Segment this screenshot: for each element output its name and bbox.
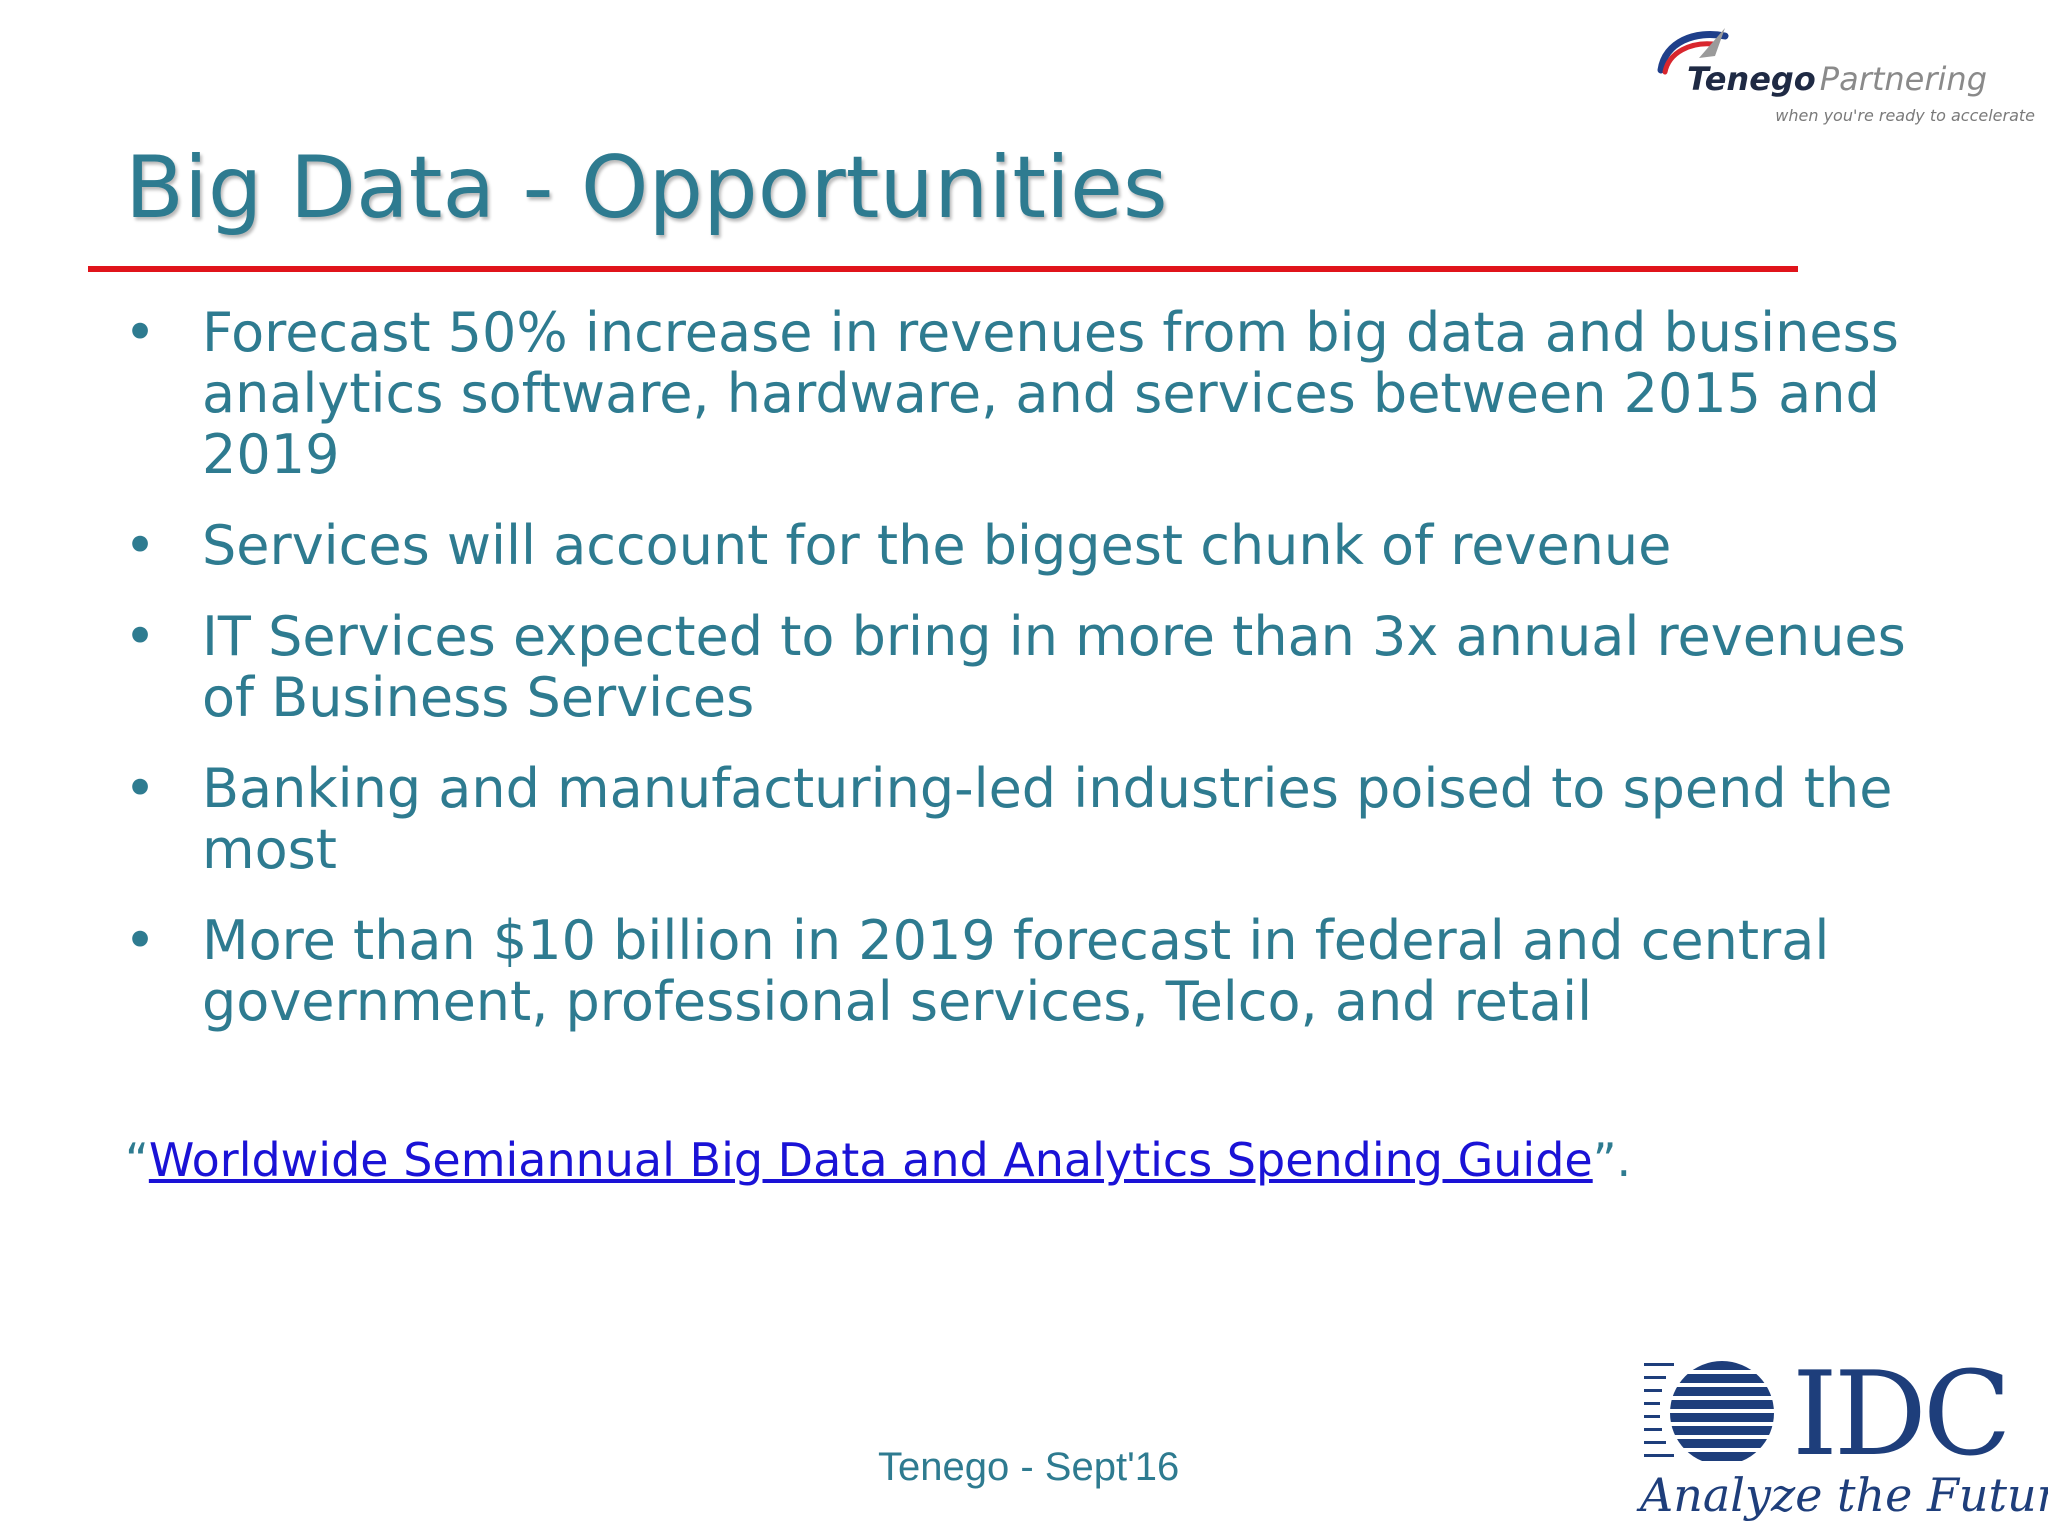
slide-title: Big Data - Opportunities — [125, 138, 1168, 238]
bullet-list: • Forecast 50% increase in revenues from… — [120, 302, 1960, 1062]
brand-light: Partnering — [1819, 60, 1987, 98]
idc-tagline: Analyze the Future — [1640, 1468, 2048, 1522]
open-quote: “ — [125, 1133, 149, 1187]
bullet-text: Services will account for the biggest ch… — [202, 514, 1672, 577]
bullet-item: • Banking and manufacturing-led industri… — [120, 758, 1960, 880]
title-underline — [88, 266, 1798, 272]
bullet-item: • More than $10 billion in 2019 forecast… — [120, 910, 1960, 1032]
globe-icon — [1644, 1361, 1774, 1461]
bullet-text: Banking and manufacturing-led industries… — [202, 757, 1893, 881]
bullet-text: More than $10 billion in 2019 forecast i… — [202, 909, 1830, 1033]
bullet-marker: • — [124, 514, 156, 577]
bullet-marker: • — [124, 757, 156, 820]
idc-wordmark: IDC — [1792, 1347, 2012, 1482]
close-quote: ”. — [1592, 1133, 1632, 1187]
bullet-text: IT Services expected to bring in more th… — [202, 605, 1906, 729]
bullet-item: • Forecast 50% increase in revenues from… — [120, 302, 1960, 485]
bullet-marker: • — [124, 605, 156, 668]
source-link[interactable]: Worldwide Semiannual Big Data and Analyt… — [148, 1133, 1593, 1187]
brand-bold: Tenego — [1687, 60, 1816, 98]
tenego-wordmark: Tenego Partnering — [1687, 60, 1987, 98]
logo-tagline: when you're ready to accelerate — [1775, 106, 2035, 125]
footer-text: Tenego - Sept'16 — [878, 1445, 1180, 1489]
bullet-item: • IT Services expected to bring in more … — [120, 606, 1960, 728]
swoosh-icon — [1657, 28, 1729, 75]
bullet-item: • Services will account for the biggest … — [120, 515, 1960, 576]
idc-logo: IDC Analyze the Future — [1640, 1347, 2048, 1530]
bullet-marker: • — [124, 909, 156, 972]
tenego-logo: Tenego Partnering when you're ready to ac… — [1655, 22, 2035, 132]
bullet-marker: • — [124, 301, 156, 364]
source-citation: “Worldwide Semiannual Big Data and Analy… — [125, 1133, 1631, 1187]
bullet-text: Forecast 50% increase in revenues from b… — [202, 301, 1899, 486]
